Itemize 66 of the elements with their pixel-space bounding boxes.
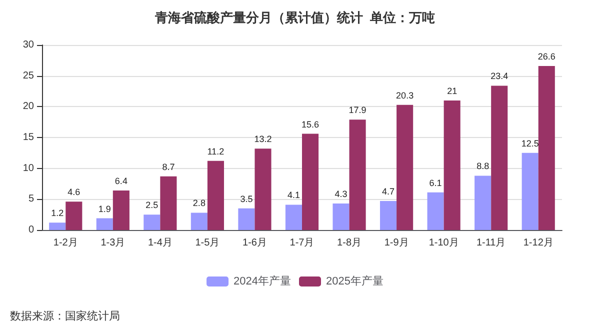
data-label: 11.2 [207,146,224,156]
data-label: 2.5 [146,200,158,210]
bar [285,204,302,230]
data-label: 4.7 [382,186,395,197]
bar [427,192,444,230]
x-tick-label: 1-6月 [242,238,267,248]
data-label: 8.8 [476,161,490,172]
data-label: 6.1 [429,178,442,188]
x-tick-label: 1-7月 [290,238,314,248]
bar [96,218,113,230]
y-tick-label: 15 [22,132,34,143]
data-label: 1.9 [98,204,111,214]
legend-label: 2025年产量 [326,274,384,288]
bar [238,208,255,230]
data-label: 21 [447,86,458,96]
x-tick-label: 1-8月 [337,238,362,248]
bar [491,86,508,230]
data-label: 4.3 [334,188,348,199]
data-label: 13.2 [254,134,272,144]
data-label: 4.6 [68,187,80,198]
data-label: 1.2 [51,208,64,218]
x-tick-label: 1-9月 [384,238,409,248]
x-tick-label: 1-10月 [428,238,459,248]
source-note: 数据来源：国家统计局 [10,310,120,322]
x-tick-label: 1-11月 [476,238,506,248]
bar [538,66,555,230]
data-label: 23.4 [490,71,508,82]
x-tick-label: 1-5月 [195,238,220,248]
legend-label: 2024年产量 [234,274,292,288]
bar [144,214,160,230]
data-label: 3.5 [240,194,253,204]
data-label: 8.7 [162,162,175,172]
bar [522,152,538,230]
chart-title: 青海省硫酸产量分月（累计值）统计 单位：万吨 [154,10,436,25]
bar [66,202,82,230]
y-tick-label: 10 [22,162,34,174]
y-tick-label: 5 [28,194,34,205]
bar [160,176,177,230]
bar [444,100,460,230]
bar [474,176,492,230]
bar [190,212,208,230]
data-label: 2.8 [192,198,206,208]
bar [332,203,350,230]
bar [396,104,414,230]
bar [112,190,130,230]
x-tick-label: 1-2月 [53,238,78,248]
x-tick-label: 1-12月 [523,238,554,248]
bar [302,134,319,230]
bar [380,201,397,230]
x-tick-label: 1-4月 [148,238,172,248]
x-tick-label: 1-3月 [100,238,126,248]
data-label: 20.3 [396,90,414,100]
bar [349,120,366,230]
data-label: 15.6 [302,119,320,130]
y-tick-label: 30 [22,40,34,50]
data-label: 4.1 [287,190,300,200]
data-label: 26.6 [538,51,556,62]
bar [254,148,272,230]
y-tick-label: 0 [28,224,34,236]
data-label: 17.9 [348,105,366,116]
bar [49,222,66,230]
bar [207,160,224,230]
data-label: 12.5 [521,138,539,148]
y-tick-label: 25 [22,70,34,82]
y-tick-label: 20 [22,101,34,112]
data-label: 6.4 [114,176,128,186]
